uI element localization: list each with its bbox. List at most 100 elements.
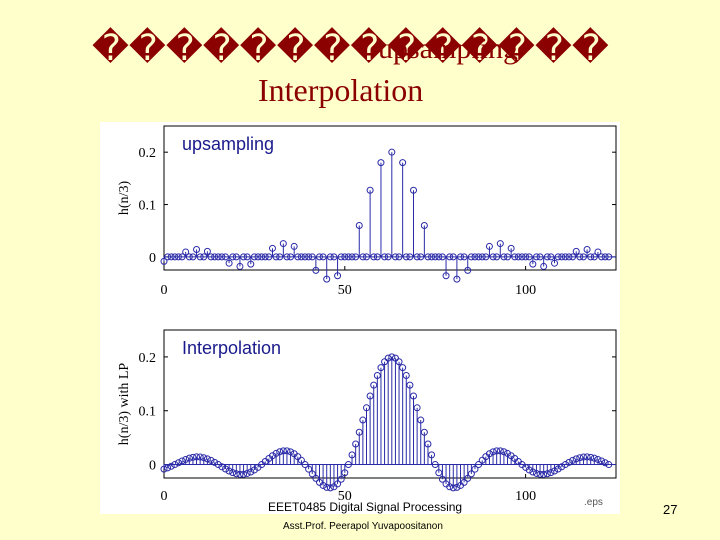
stem-marker bbox=[587, 253, 595, 261]
stem-marker bbox=[529, 260, 537, 268]
stem-marker bbox=[203, 247, 211, 255]
stem-marker bbox=[225, 259, 233, 267]
stem-marker bbox=[312, 266, 320, 274]
stem-marker bbox=[467, 253, 475, 261]
stem-marker bbox=[182, 248, 190, 256]
stem-marker bbox=[536, 470, 544, 478]
stem-marker bbox=[218, 253, 226, 261]
stem-marker bbox=[185, 454, 193, 462]
stem-marker bbox=[529, 468, 537, 476]
stem-marker bbox=[442, 272, 450, 280]
stem-marker bbox=[164, 253, 172, 261]
stem-marker bbox=[164, 464, 172, 472]
stem-marker bbox=[399, 364, 407, 372]
stem-marker bbox=[594, 248, 602, 256]
stem-marker bbox=[243, 253, 251, 261]
stem-marker bbox=[576, 454, 584, 462]
stem-marker bbox=[344, 253, 352, 261]
title-upsampling: upsampling bbox=[378, 32, 518, 65]
stem-marker bbox=[167, 253, 175, 261]
stem-marker bbox=[410, 186, 418, 194]
stem-marker bbox=[424, 253, 432, 261]
x-tick-label: 100 bbox=[515, 489, 536, 504]
stem-marker bbox=[355, 428, 363, 436]
stem-marker bbox=[373, 372, 381, 380]
stem-marker bbox=[399, 159, 407, 167]
stem-marker bbox=[283, 253, 291, 261]
stem-marker bbox=[297, 253, 305, 261]
stem-marker bbox=[561, 461, 569, 469]
stem-marker bbox=[341, 253, 349, 261]
stem-marker bbox=[200, 253, 208, 261]
stem-marker bbox=[352, 253, 360, 261]
stem-marker bbox=[493, 447, 501, 455]
stem-marker bbox=[268, 244, 276, 252]
stem-marker bbox=[214, 253, 222, 261]
stem-marker bbox=[323, 483, 331, 491]
stem-marker bbox=[402, 372, 410, 380]
stem-marker bbox=[196, 453, 204, 461]
stem-marker bbox=[341, 469, 349, 477]
stem-marker bbox=[381, 358, 389, 366]
stem-marker bbox=[388, 353, 396, 361]
stem-marker bbox=[326, 484, 334, 492]
stem-marker bbox=[391, 253, 399, 261]
stem-marker bbox=[160, 465, 168, 473]
stem-marker bbox=[381, 253, 389, 261]
stem-marker bbox=[590, 454, 598, 462]
stem-marker bbox=[583, 453, 591, 461]
stem-marker bbox=[258, 253, 266, 261]
stem-marker bbox=[359, 253, 367, 261]
stem-marker bbox=[457, 253, 465, 261]
stem-marker bbox=[504, 449, 512, 457]
x-tick-label: 0 bbox=[161, 489, 168, 504]
stem-marker bbox=[500, 253, 508, 261]
stem-marker bbox=[420, 428, 428, 436]
stem-marker bbox=[464, 474, 472, 482]
stem-marker bbox=[265, 253, 273, 261]
stem-marker bbox=[362, 404, 370, 412]
stem-marker bbox=[174, 459, 182, 467]
stem-marker bbox=[297, 456, 305, 464]
stem-marker bbox=[485, 450, 493, 458]
stem-marker bbox=[569, 253, 577, 261]
stem-marker bbox=[511, 253, 519, 261]
y-tick-label: 0.1 bbox=[139, 199, 157, 214]
stem-marker bbox=[308, 470, 316, 478]
stem-marker bbox=[232, 470, 240, 478]
x-tick-label: 0 bbox=[161, 283, 168, 298]
stem-marker bbox=[178, 253, 186, 261]
stem-marker bbox=[207, 253, 215, 261]
stem-marker bbox=[576, 253, 584, 261]
y-tick-label: 0.2 bbox=[139, 351, 157, 366]
stem-marker bbox=[225, 467, 233, 475]
stem-marker bbox=[276, 253, 284, 261]
stem-marker bbox=[558, 253, 566, 261]
stem-marker bbox=[323, 275, 331, 283]
stem-marker bbox=[355, 221, 363, 229]
stem-marker bbox=[438, 253, 446, 261]
stem-marker bbox=[464, 266, 472, 274]
plot1-label: upsampling bbox=[182, 134, 275, 154]
stem-marker bbox=[384, 253, 392, 261]
stem-marker bbox=[384, 354, 392, 362]
stem-marker bbox=[207, 456, 215, 464]
stem-marker bbox=[236, 262, 244, 270]
stem-plots-figure: 0 50 100 0 0.1 0.2 h(n/3) 0 50 100 0 0.1 0.2 h(n/3) w… bbox=[100, 122, 620, 514]
x-tick-label: 100 bbox=[515, 283, 536, 298]
stem-marker bbox=[446, 483, 454, 491]
stem-marker bbox=[489, 253, 497, 261]
stem-marker bbox=[330, 253, 338, 261]
stem-marker bbox=[171, 253, 179, 261]
stem-marker bbox=[337, 475, 345, 483]
stem-marker bbox=[388, 148, 396, 156]
stem-marker bbox=[583, 246, 591, 254]
stem-marker bbox=[493, 253, 501, 261]
stem-marker bbox=[279, 447, 287, 455]
stem-marker bbox=[373, 253, 381, 261]
stem-marker bbox=[370, 381, 378, 389]
stem-marker bbox=[196, 253, 204, 261]
stem-marker bbox=[554, 253, 562, 261]
footer-file-label: .eps bbox=[584, 497, 603, 508]
stem-marker bbox=[250, 253, 258, 261]
